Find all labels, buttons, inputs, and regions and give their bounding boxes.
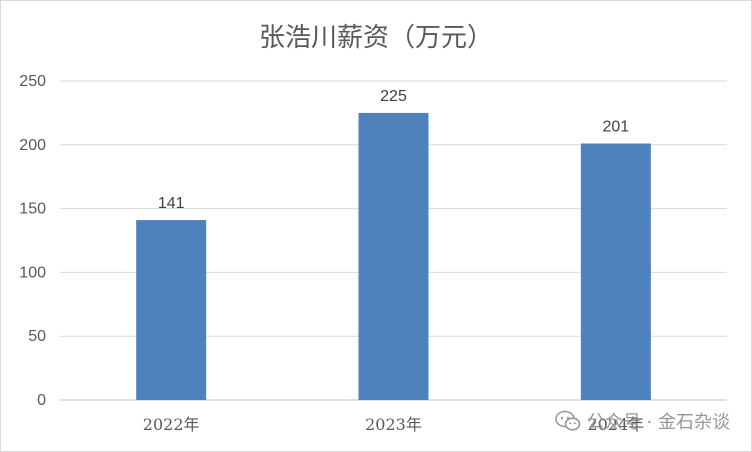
x-category-label: 2024年 [587,415,644,434]
data-label: 201 [602,119,629,136]
data-labels: 141 225 201 [158,88,629,212]
y-tick-label: 100 [19,264,46,281]
bar [136,220,207,400]
bar [580,143,651,401]
x-axis-categories: 2022年 2023年 2024年 [143,415,644,434]
bar [358,112,429,401]
y-tick-label: 150 [19,201,46,218]
chart-title: 张浩川薪资（万元） [259,23,493,53]
y-tick-label: 200 [19,137,46,154]
y-tick-label: 250 [19,73,46,90]
y-tick-label: 50 [28,328,46,345]
y-tick-label: 0 [37,392,46,409]
wechat-icon [555,410,581,431]
y-axis-ticks: 0 50 100 150 200 250 [19,73,46,409]
watermark-text: 公众号 · 金石杂谈 [586,412,730,433]
data-label: 225 [380,88,407,105]
x-category-label: 2022年 [143,415,200,434]
bars [136,112,651,401]
data-label: 141 [158,195,185,212]
x-category-label: 2023年 [365,415,422,434]
watermark: 公众号 · 金石杂谈 [555,408,730,434]
